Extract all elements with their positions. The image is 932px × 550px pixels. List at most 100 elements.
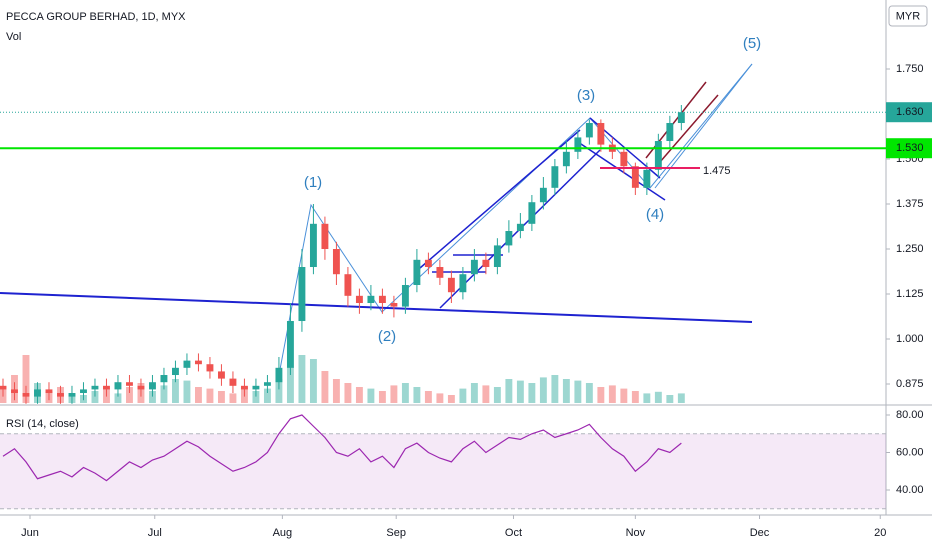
volume-bar (206, 388, 214, 403)
volume-bar (643, 393, 651, 403)
candle-body (447, 277, 455, 293)
volume-bar (217, 391, 225, 403)
volume-bar (539, 377, 547, 403)
candle-body (229, 378, 237, 386)
volume-bar (666, 395, 674, 403)
rsi-y-tick-label: 40.00 (896, 484, 924, 496)
candle-body (505, 231, 513, 246)
candle-body (597, 123, 605, 145)
candle-body (424, 259, 432, 268)
volume-bar (332, 379, 340, 403)
volume-bar (298, 355, 306, 403)
candle-body (493, 245, 501, 268)
volume-bar (114, 393, 122, 403)
volume-bar (91, 391, 99, 403)
candle-body (194, 360, 202, 365)
candle-body (585, 123, 593, 138)
y-tick-label: 1.750 (896, 63, 924, 75)
candle-body (620, 151, 628, 167)
last-price-label: 1.630 (896, 106, 924, 118)
candle-body (516, 223, 524, 232)
candle-body (275, 367, 283, 383)
volume-bar (470, 383, 478, 403)
candle-body (114, 382, 122, 390)
y-tick-label: 1.250 (896, 243, 924, 255)
rsi-title: RSI (14, close) (6, 418, 79, 430)
x-tick-label: 20 (874, 527, 886, 539)
volume-label: Vol (6, 31, 21, 43)
volume-bar (149, 391, 156, 403)
volume-bar (597, 387, 605, 403)
volume-bar (493, 387, 501, 403)
rsi-band (0, 433, 886, 509)
last-price-box (886, 102, 932, 123)
volume-bar (263, 388, 271, 403)
x-tick-label: Dec (750, 527, 770, 539)
volume-bar (309, 359, 317, 403)
candle-body (22, 393, 30, 397)
candle-body (57, 393, 64, 397)
candle-body (45, 389, 53, 394)
candle-body (666, 123, 674, 142)
volume-bar (22, 355, 30, 403)
y-tick-label: 1.125 (896, 288, 924, 300)
candle-body (413, 259, 421, 286)
candle-body (401, 285, 409, 307)
wave-label: (1) (304, 174, 322, 191)
candle-body (240, 385, 248, 390)
volume-bar (126, 387, 133, 403)
candle-body (332, 249, 340, 275)
hline-price-label: 1.530 (896, 142, 924, 154)
candle-body (263, 382, 271, 386)
candle-body (367, 295, 375, 304)
candle-body (172, 367, 179, 376)
candle-body (11, 389, 18, 394)
candle-body (355, 295, 363, 304)
candle-body (528, 202, 536, 224)
candle-body (103, 385, 110, 390)
volume-bar (654, 391, 662, 403)
volume-bar (183, 380, 191, 403)
candle-body (309, 223, 317, 268)
x-tick-label: Sep (386, 527, 406, 539)
channel-top (419, 129, 581, 269)
currency-label[interactable]: MYR (896, 10, 921, 22)
volume-bar (631, 391, 639, 403)
volume-bar (505, 379, 513, 403)
candle-body (562, 151, 570, 167)
candle-body (0, 385, 7, 390)
candle-body (677, 112, 685, 124)
volume-bar (401, 383, 409, 403)
volume-bar (608, 385, 616, 403)
volume-bar (367, 388, 375, 403)
candle-body (574, 137, 582, 152)
candle-body (34, 389, 41, 397)
candle-body (631, 166, 639, 188)
volume-bar (172, 379, 179, 403)
x-tick-label: Jun (21, 527, 39, 539)
candle-body (160, 375, 168, 383)
candle-body (298, 267, 306, 322)
x-tick-label: Jul (148, 527, 162, 539)
rsi-y-tick-label: 60.00 (896, 446, 924, 458)
volume-bar (275, 379, 283, 403)
volume-bar (528, 383, 536, 403)
candle-body (183, 360, 191, 368)
volume-bar (344, 383, 352, 403)
candle-body (206, 364, 214, 372)
volume-bar (424, 391, 432, 403)
candle-body (378, 295, 386, 304)
volume-bar (459, 388, 467, 403)
volume-bar (229, 393, 237, 403)
volume-bar (574, 380, 582, 403)
volume-bar (551, 375, 559, 403)
currency-button[interactable] (888, 5, 928, 27)
volume-bar (160, 385, 168, 403)
volume-bar (413, 387, 421, 403)
volume-bar (516, 380, 524, 403)
candle-body (482, 259, 490, 268)
candle-body (344, 274, 352, 296)
y-tick-label: 0.875 (896, 378, 924, 390)
candle-body (654, 141, 662, 170)
